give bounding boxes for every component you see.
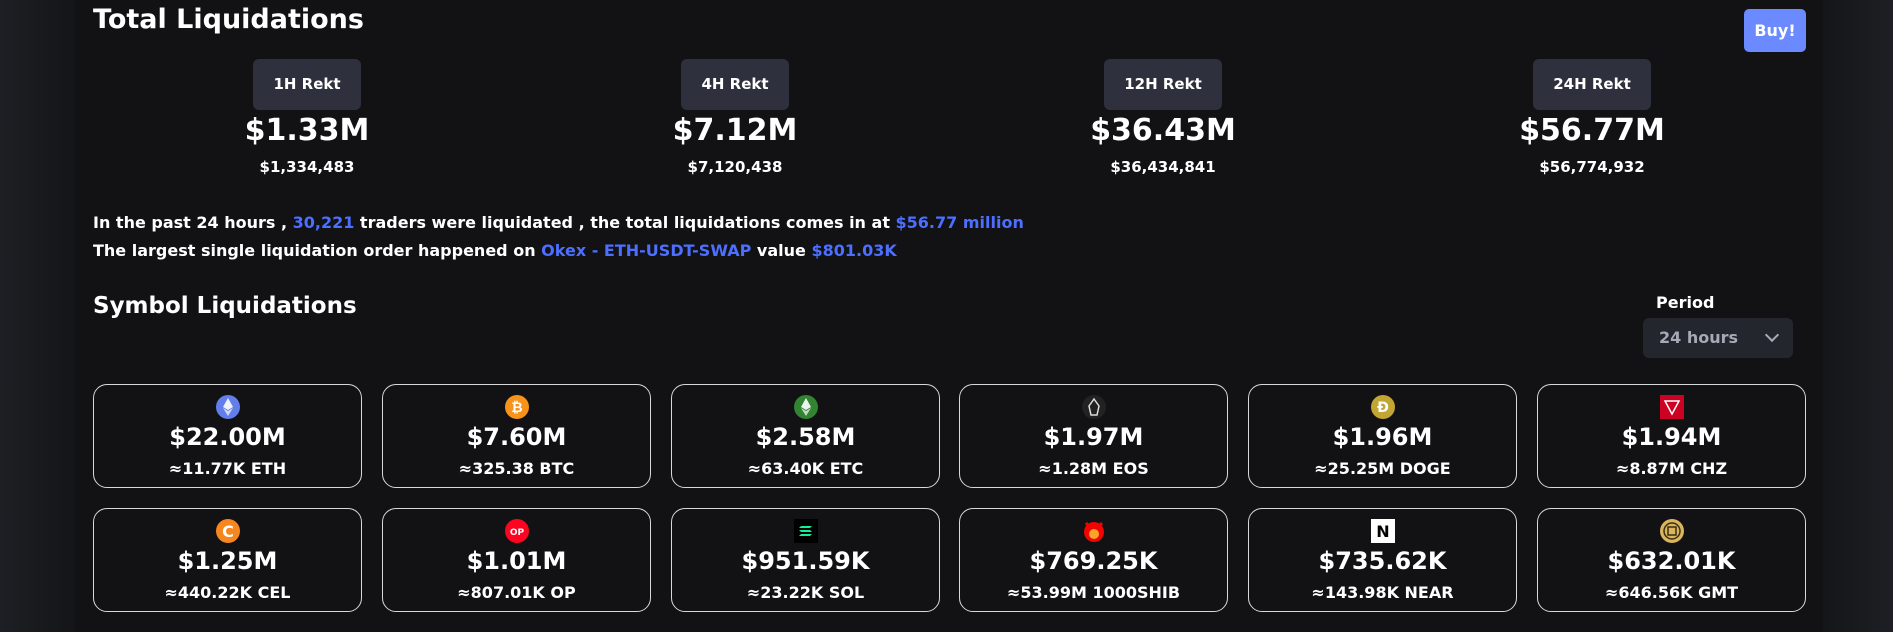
rekt-full-12h: $36,434,841: [1110, 158, 1216, 176]
symbol-card-etc[interactable]: $2.58M ≈63.40K ETC: [671, 384, 940, 488]
summary-text: traders were liquidated , the total liqu…: [354, 213, 896, 232]
doge-icon-text: Ð: [1377, 400, 1389, 416]
near-icon-text: N: [1376, 522, 1389, 541]
section-title: Symbol Liquidations: [93, 293, 357, 319]
card-amount: ≈646.56K GMT: [1604, 583, 1739, 602]
rekt-full-1h: $1,334,483: [259, 158, 355, 176]
cel-icon: C: [216, 519, 240, 543]
rekt-short-4h: $7.12M: [672, 113, 798, 148]
page-title: Total Liquidations: [93, 4, 364, 35]
card-amount: ≈8.87M CHZ: [1615, 459, 1728, 478]
rekt-4h: 4H Rekt $7.12M $7,120,438: [615, 59, 855, 176]
summary-text: The largest single liquidation order hap…: [93, 241, 542, 260]
card-value: $1.97M: [1043, 423, 1144, 451]
symbol-card-near[interactable]: N $735.62K ≈143.98K NEAR: [1248, 508, 1517, 612]
card-amount: ≈11.77K ETH: [168, 459, 287, 478]
rekt-12h: 12H Rekt $36.43M $36,434,841: [1043, 59, 1283, 176]
largest-order-link[interactable]: Okex - ETH-USDT-SWAP: [541, 241, 752, 260]
chevron-down-icon: [1764, 327, 1780, 343]
largest-order-value: $801.03K: [811, 241, 897, 260]
btc-icon-text: ₿: [511, 400, 522, 416]
rekt-tag-12h[interactable]: 12H Rekt: [1104, 59, 1222, 110]
shib-icon: [1084, 521, 1104, 542]
eth-icon: [216, 395, 240, 419]
traders-count: 30,221: [292, 213, 355, 232]
card-value: $1.96M: [1332, 423, 1433, 451]
card-value: $1.01M: [466, 547, 567, 575]
summary-text: value: [751, 241, 812, 260]
rekt-full-24h: $56,774,932: [1539, 158, 1645, 176]
btc-icon: ₿: [505, 395, 529, 419]
symbol-card-btc[interactable]: ₿ $7.60M ≈325.38 BTC: [382, 384, 651, 488]
card-amount: ≈807.01K OP: [457, 583, 576, 602]
doge-icon: Ð: [1371, 395, 1395, 419]
rekt-short-1h: $1.33M: [244, 113, 370, 148]
card-amount: ≈23.22K SOL: [746, 583, 865, 602]
rekt-short-12h: $36.43M: [1090, 113, 1236, 148]
card-value: $22.00M: [169, 423, 286, 451]
period-select[interactable]: 24 hours: [1643, 318, 1793, 358]
card-value: $1.25M: [177, 547, 278, 575]
symbol-card-eos[interactable]: $1.97M ≈1.28M EOS: [959, 384, 1228, 488]
cel-icon-text: C: [222, 522, 234, 541]
card-value: $7.60M: [466, 423, 567, 451]
symbol-card-shib[interactable]: $769.25K ≈53.99M 1000SHIB: [959, 508, 1228, 612]
rekt-1h: 1H Rekt $1.33M $1,334,483: [187, 59, 427, 176]
rekt-tag-4h[interactable]: 4H Rekt: [681, 59, 789, 110]
sol-icon: [794, 519, 818, 543]
card-amount: ≈25.25M DOGE: [1314, 459, 1451, 478]
card-value: $632.01K: [1607, 547, 1736, 575]
op-icon-text: OP: [510, 528, 525, 538]
card-value: $735.62K: [1318, 547, 1447, 575]
card-value: $1.94M: [1621, 423, 1722, 451]
summary-line-2: The largest single liquidation order hap…: [93, 241, 897, 260]
rekt-short-24h: $56.77M: [1519, 113, 1665, 148]
card-value: $2.58M: [755, 423, 856, 451]
symbol-card-sol[interactable]: $951.59K ≈23.22K SOL: [671, 508, 940, 612]
symbol-card-doge[interactable]: Ð $1.96M ≈25.25M DOGE: [1248, 384, 1517, 488]
summary-text: In the past 24 hours ,: [93, 213, 293, 232]
card-value: $769.25K: [1029, 547, 1158, 575]
symbol-card-eth[interactable]: $22.00M ≈11.77K ETH: [93, 384, 362, 488]
gmt-icon: [1660, 519, 1684, 543]
card-amount: ≈325.38 BTC: [458, 459, 575, 478]
symbol-card-op[interactable]: OP $1.01M ≈807.01K OP: [382, 508, 651, 612]
eos-icon: [1082, 395, 1106, 419]
symbol-card-gmt[interactable]: $632.01K ≈646.56K GMT: [1537, 508, 1806, 612]
rekt-24h: 24H Rekt $56.77M $56,774,932: [1472, 59, 1712, 176]
etc-icon: [794, 395, 818, 419]
chz-icon: [1660, 395, 1684, 419]
op-icon: OP: [505, 519, 529, 543]
symbol-card-cel[interactable]: C $1.25M ≈440.22K CEL: [93, 508, 362, 612]
period-value: 24 hours: [1659, 328, 1739, 347]
summary-line-1: In the past 24 hours , 30,221 traders we…: [93, 213, 1024, 232]
card-amount: ≈63.40K ETC: [747, 459, 864, 478]
period-label: Period: [1656, 293, 1715, 312]
near-icon: N: [1371, 519, 1395, 543]
main-panel: [75, 0, 1823, 632]
rekt-tag-1h[interactable]: 1H Rekt: [253, 59, 361, 110]
symbol-card-chz[interactable]: $1.94M ≈8.87M CHZ: [1537, 384, 1806, 488]
card-value: $951.59K: [741, 547, 870, 575]
card-amount: ≈143.98K NEAR: [1311, 583, 1454, 602]
card-amount: ≈440.22K CEL: [164, 583, 291, 602]
rekt-full-4h: $7,120,438: [687, 158, 783, 176]
card-amount: ≈1.28M EOS: [1038, 459, 1149, 478]
card-amount: ≈53.99M 1000SHIB: [1006, 583, 1181, 602]
rekt-tag-24h[interactable]: 24H Rekt: [1533, 59, 1651, 110]
buy-button[interactable]: Buy!: [1744, 9, 1806, 52]
total-liquidations: $56.77 million: [895, 213, 1024, 232]
